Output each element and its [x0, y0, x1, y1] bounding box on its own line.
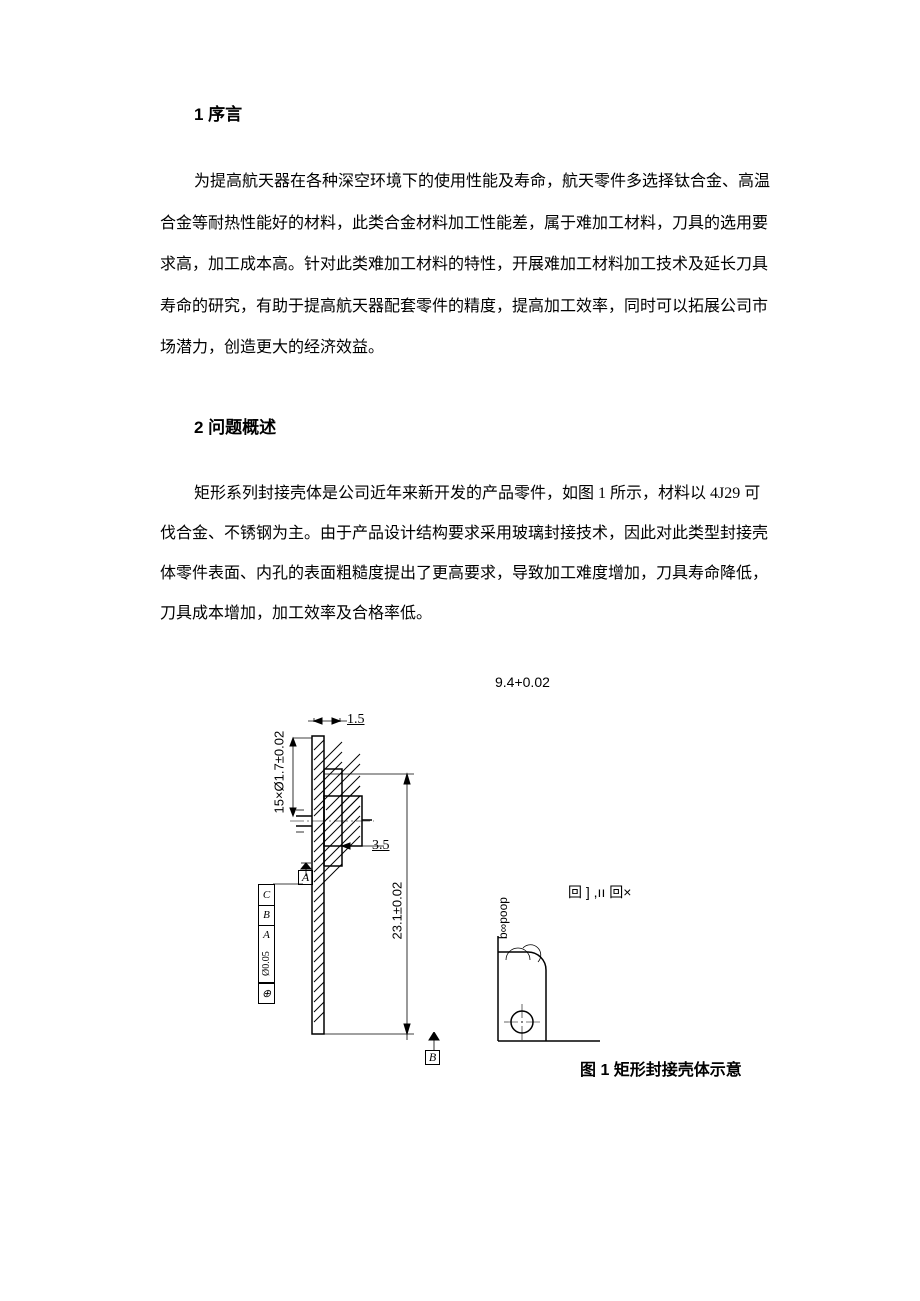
dim-23-1: 23.1±0.02 [390, 882, 405, 940]
fcf-datum-A: A [259, 925, 274, 945]
datum-B: B [425, 1050, 440, 1065]
section-2-paragraph: 矩形系列封接壳体是公司近年来新开发的产品零件，如图 1 所示，材料以 4J29 … [160, 474, 770, 634]
section-1-heading: 1 序言 [160, 100, 770, 125]
dim-1-5: 1.5 [347, 712, 365, 728]
fcf-symbol-icon: ⊕ [259, 983, 274, 1003]
fcf-leader [273, 879, 313, 899]
datum-B-leader [427, 1032, 447, 1052]
sym-x: 回 ] ,ıı 回× [568, 882, 631, 902]
figure-1-caption: 图 1 矩形封接壳体示意 [580, 1056, 742, 1080]
fcf-datum-B: B [259, 905, 274, 925]
dim-15-holes: 15×Ø1.7±0.02 [272, 731, 287, 814]
fcf-datum-C: C [259, 885, 274, 905]
drawing-left-section [252, 714, 492, 1094]
dim-9-4: 9.4+0.02 [495, 674, 550, 690]
dim-3-5: 3.5 [372, 838, 390, 854]
figure-1: 9.4+0.02 [160, 672, 770, 1102]
feature-control-frame: C B A Ø0.05 ⊕ [258, 884, 275, 1004]
drawing-right-view [480, 926, 620, 1076]
fcf-tolerance: Ø0.05 [259, 945, 274, 983]
section-1-paragraph: 为提高航天器在各种深空环境下的使用性能及寿命，航天零件多选择钛合金、高温合金等耐… [160, 161, 770, 369]
section-2-heading: 2 问题概述 [160, 413, 770, 438]
